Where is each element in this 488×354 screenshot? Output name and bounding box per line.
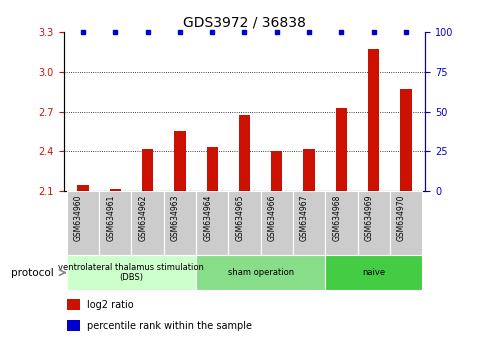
Bar	[67, 191, 99, 255]
Text: GSM634961: GSM634961	[106, 194, 115, 241]
Bar	[292, 191, 325, 255]
Bar	[131, 191, 163, 255]
Bar	[389, 191, 421, 255]
Text: GSM634962: GSM634962	[138, 194, 147, 241]
Text: GSM634966: GSM634966	[267, 194, 276, 241]
Bar	[142, 149, 153, 191]
Bar	[99, 191, 131, 255]
Bar	[228, 191, 260, 255]
Text: ventrolateral thalamus stimulation
(DBS): ventrolateral thalamus stimulation (DBS)	[59, 263, 204, 282]
Bar	[367, 49, 379, 191]
Bar	[238, 115, 250, 191]
Bar	[174, 131, 185, 191]
Text: GSM634967: GSM634967	[300, 194, 308, 241]
Bar	[357, 191, 389, 255]
Bar	[196, 255, 325, 290]
Text: percentile rank within the sample: percentile rank within the sample	[87, 321, 252, 331]
Bar	[109, 188, 121, 191]
Bar	[325, 255, 421, 290]
Text: GSM634963: GSM634963	[170, 194, 180, 241]
Text: GSM634970: GSM634970	[396, 194, 405, 241]
Bar	[260, 191, 292, 255]
Bar	[303, 149, 314, 191]
Text: sham operation: sham operation	[227, 268, 293, 277]
Text: log2 ratio: log2 ratio	[87, 300, 133, 310]
Text: GSM634964: GSM634964	[203, 194, 212, 241]
Text: GSM634965: GSM634965	[235, 194, 244, 241]
Bar	[163, 191, 196, 255]
Bar	[271, 152, 282, 191]
Text: protocol: protocol	[11, 268, 54, 278]
Bar	[206, 147, 217, 191]
Bar	[77, 184, 88, 191]
Bar	[67, 299, 80, 310]
Text: GSM634969: GSM634969	[364, 194, 373, 241]
Bar	[335, 108, 346, 191]
Bar	[67, 320, 80, 331]
Text: GSM634960: GSM634960	[74, 194, 83, 241]
Bar	[325, 191, 357, 255]
Text: GSM634968: GSM634968	[332, 194, 341, 241]
Text: naive: naive	[362, 268, 385, 277]
Bar	[400, 89, 411, 191]
Title: GDS3972 / 36838: GDS3972 / 36838	[183, 15, 305, 29]
Bar	[196, 191, 228, 255]
Bar	[67, 255, 196, 290]
